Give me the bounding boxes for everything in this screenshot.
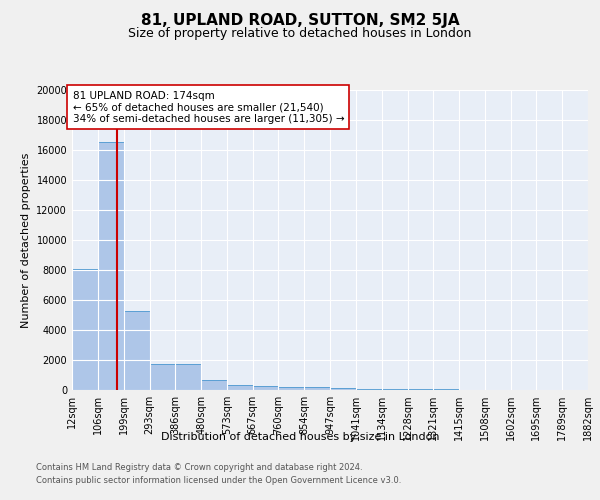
Bar [72, 268, 98, 390]
Bar [253, 386, 278, 390]
Bar [227, 385, 253, 390]
Bar [201, 380, 227, 390]
Text: 81, UPLAND ROAD, SUTTON, SM2 5JA: 81, UPLAND ROAD, SUTTON, SM2 5JA [140, 12, 460, 28]
Text: Contains public sector information licensed under the Open Government Licence v3: Contains public sector information licen… [36, 476, 401, 485]
Bar [124, 310, 149, 390]
Text: 81 UPLAND ROAD: 174sqm
← 65% of detached houses are smaller (21,540)
34% of semi: 81 UPLAND ROAD: 174sqm ← 65% of detached… [73, 90, 344, 124]
Y-axis label: Number of detached properties: Number of detached properties [21, 152, 31, 328]
Text: Contains HM Land Registry data © Crown copyright and database right 2024.: Contains HM Land Registry data © Crown c… [36, 464, 362, 472]
Bar [278, 387, 304, 390]
Bar [304, 388, 330, 390]
Text: Size of property relative to detached houses in London: Size of property relative to detached ho… [128, 28, 472, 40]
Bar [356, 389, 382, 390]
Bar [382, 389, 407, 390]
Bar [175, 364, 201, 390]
Bar [149, 364, 175, 390]
Bar [407, 389, 433, 390]
Text: Distribution of detached houses by size in London: Distribution of detached houses by size … [161, 432, 439, 442]
Bar [98, 142, 124, 390]
Bar [330, 388, 356, 390]
